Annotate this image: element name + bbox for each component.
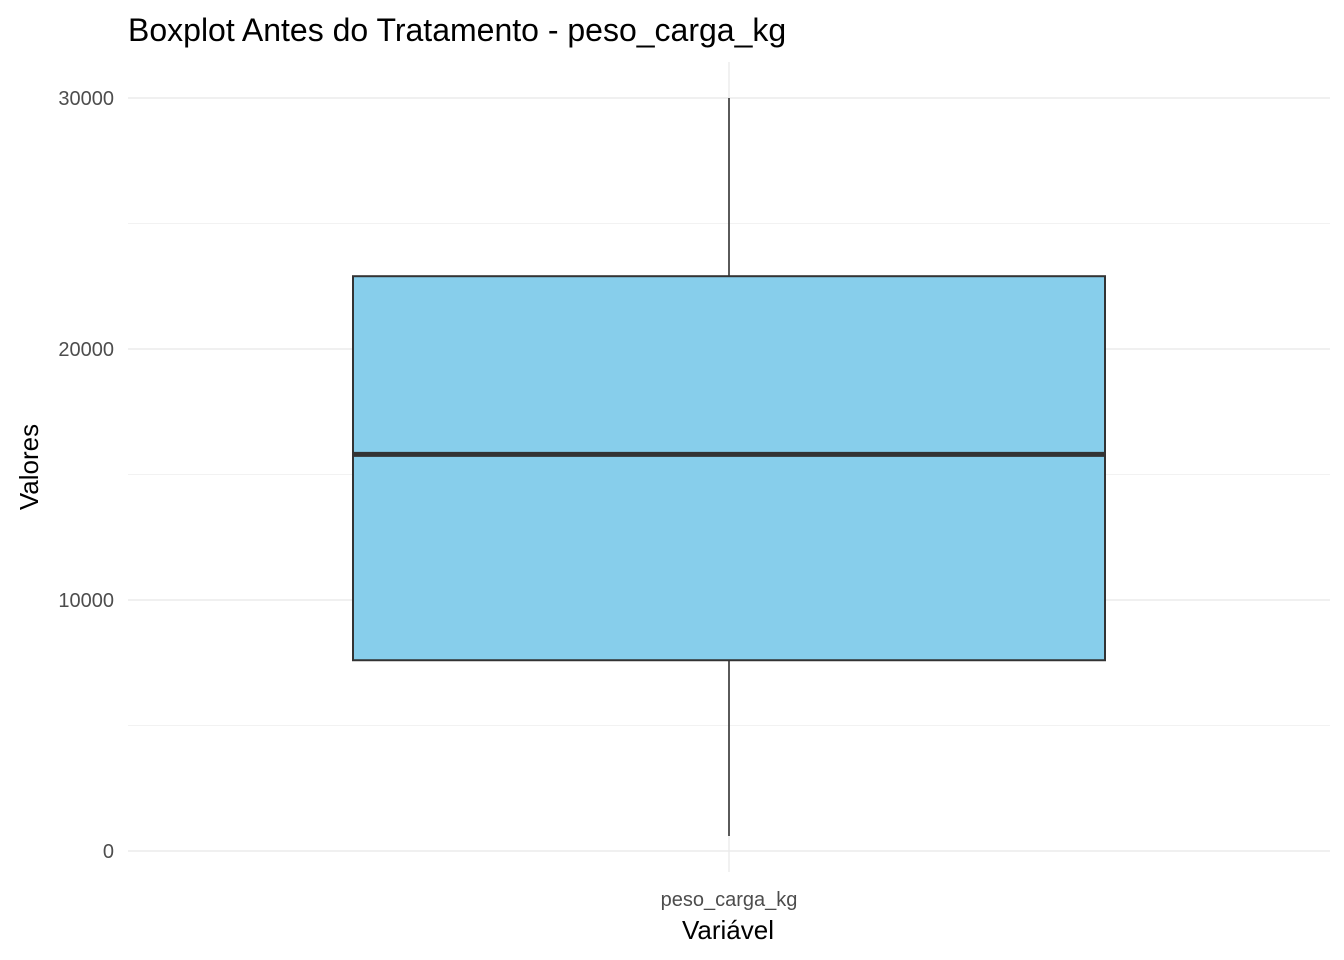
y-tick-label: 0 — [103, 841, 114, 863]
y-axis-ticks: 0 10000 20000 30000 — [58, 88, 114, 863]
x-axis-title: Variável — [682, 915, 774, 945]
y-tick-label: 30000 — [58, 88, 114, 110]
y-tick-label: 20000 — [58, 339, 114, 361]
iqr-box — [352, 275, 1106, 662]
boxes — [352, 98, 1106, 836]
x-tick-label: peso_carga_kg — [661, 889, 798, 911]
y-axis-title: Valores — [14, 424, 44, 510]
box-peso_carga_kg — [352, 98, 1106, 836]
y-tick-label: 10000 — [58, 590, 114, 612]
x-axis-ticks: peso_carga_kg — [661, 889, 798, 911]
chart-title: Boxplot Antes do Tratamento - peso_carga… — [128, 12, 786, 48]
